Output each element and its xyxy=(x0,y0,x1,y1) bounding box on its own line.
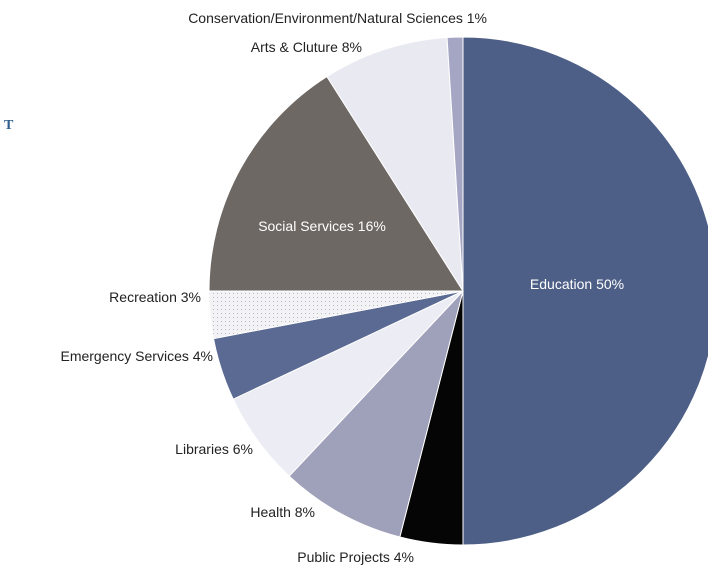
label-conservation: Conservation/Environment/Natural Science… xyxy=(188,10,487,26)
label-public-projects: Public Projects 4% xyxy=(297,549,414,565)
label-social-services: Social Services 16% xyxy=(258,218,386,234)
slice-social-services xyxy=(208,75,464,292)
pie-slices xyxy=(208,36,708,546)
pie-labels: Education 50% Public Projects 4% Health 8%… xyxy=(60,10,624,565)
slice-education xyxy=(462,36,708,546)
label-arts-culture: Arts & Cluture 8% xyxy=(251,39,362,55)
slice-arts-culture xyxy=(326,36,464,292)
label-education: Education 50% xyxy=(530,276,624,292)
slice-conservation xyxy=(446,36,464,292)
label-emergency-services: Emergency Services 4% xyxy=(60,348,213,364)
clipped-text: T xyxy=(4,118,14,133)
label-health: Health 8% xyxy=(250,504,315,520)
slice-health xyxy=(288,290,464,538)
label-libraries: Libraries 6% xyxy=(175,441,253,457)
label-recreation: Recreation 3% xyxy=(109,289,201,305)
